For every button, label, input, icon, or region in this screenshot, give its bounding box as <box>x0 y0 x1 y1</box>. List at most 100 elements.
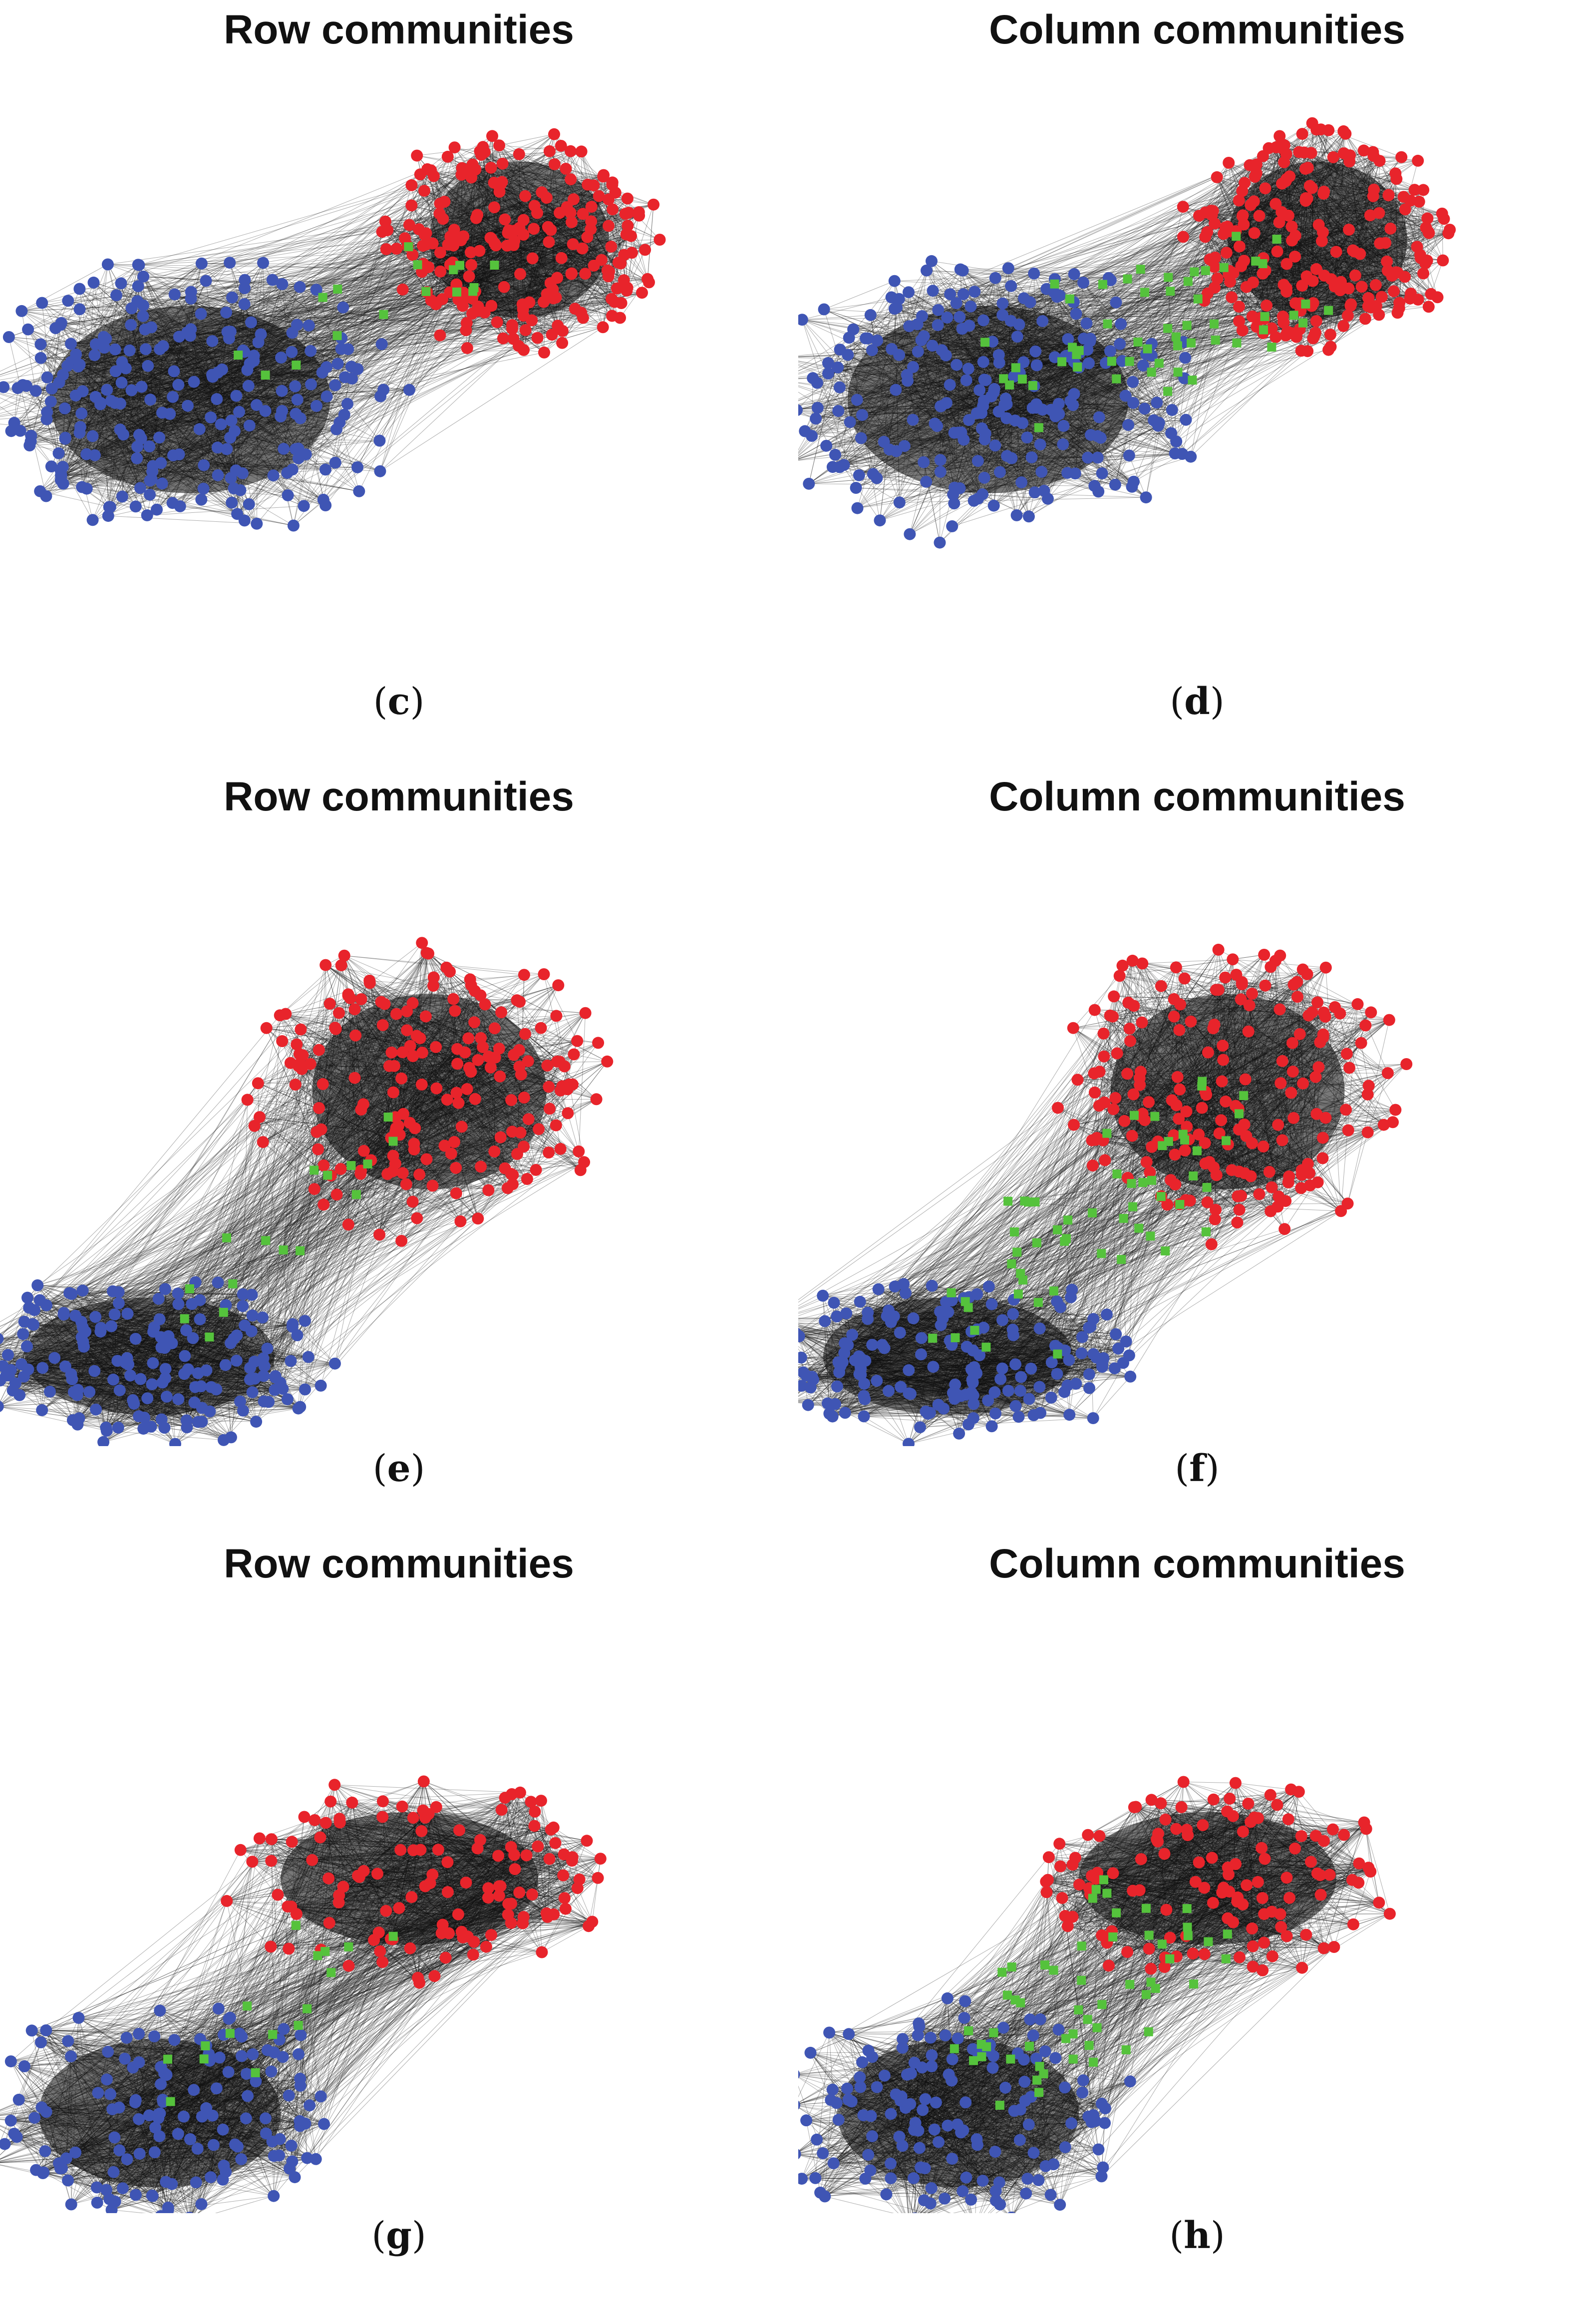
edge-within-blue <box>1008 268 1074 275</box>
node-community-b <box>131 452 143 464</box>
node-community-a <box>567 238 579 250</box>
node-community-a <box>548 128 560 140</box>
edge-between-communities <box>107 264 403 290</box>
edge-within-blue <box>1115 402 1134 485</box>
node-community-b <box>286 346 298 358</box>
node-community-b <box>115 277 127 290</box>
edge-within-blue <box>55 288 245 329</box>
node-community-a <box>531 332 544 344</box>
node-community-a <box>556 337 569 349</box>
edge-between-communities <box>8 154 519 338</box>
node-community-b <box>153 431 166 444</box>
edge-within-blue <box>30 441 150 495</box>
node-community-a <box>577 312 589 324</box>
node-community-b <box>167 390 179 403</box>
node-community-a <box>605 240 618 253</box>
node-community-a <box>542 221 554 233</box>
node-community-b <box>292 452 305 464</box>
edge-within-blue <box>1008 268 1116 303</box>
node-community-a <box>552 320 564 332</box>
node-community-b <box>123 344 136 357</box>
edge-between-communities <box>380 327 603 472</box>
node-community-b <box>133 259 145 271</box>
edge-within-blue <box>3 344 71 387</box>
edge-within-blue <box>1083 282 1121 325</box>
node-community-a <box>417 240 429 252</box>
node-community-b <box>134 482 146 494</box>
node-community-a <box>576 242 589 255</box>
panel-d: Column communities (d) <box>798 0 1596 767</box>
edge-within-red <box>562 234 627 344</box>
edge-between-communities <box>40 167 491 345</box>
node-community-a <box>565 268 578 280</box>
node-community-b <box>278 442 290 455</box>
edge-within-blue <box>952 453 1183 527</box>
edge-within-blue <box>147 505 304 516</box>
node-community-a <box>422 261 435 274</box>
edge-within-blue <box>931 261 975 292</box>
edge-within-blue <box>47 289 80 378</box>
edge-overlap <box>304 291 473 506</box>
node-community-a <box>519 324 532 337</box>
node-community-a <box>461 342 473 355</box>
node-community-b <box>317 493 329 506</box>
edge-between-communities <box>351 298 473 379</box>
edge-within-blue <box>811 410 839 436</box>
edge-within-blue <box>21 264 108 312</box>
node-community-b <box>73 426 86 439</box>
edge-within-blue <box>839 466 900 503</box>
edge-within-blue <box>1102 420 1154 474</box>
node-community-a <box>551 272 564 284</box>
node-community-a <box>434 246 446 259</box>
edge-between-communities <box>293 306 463 526</box>
node-community-b <box>143 440 156 452</box>
node-community-b <box>125 384 138 396</box>
node-community-a <box>620 228 633 241</box>
node-community-b <box>58 402 71 414</box>
node-community-b <box>275 410 287 422</box>
node-community-b <box>229 425 241 437</box>
node-community-a <box>622 220 634 232</box>
node-community-b <box>137 270 150 283</box>
edge-within-blue <box>1008 268 1084 283</box>
node-community-a <box>447 239 460 252</box>
node-community-b <box>88 449 101 461</box>
node-community-b <box>310 399 322 412</box>
edge-within-red <box>499 134 555 146</box>
edge-between-communities <box>300 271 422 288</box>
edge-between-communities <box>281 243 433 358</box>
edge-between-communities <box>55 248 397 329</box>
node-community-b <box>114 423 126 436</box>
edge-overlap <box>244 265 460 521</box>
node-community-b <box>245 316 257 329</box>
edge-within-red <box>472 151 550 165</box>
node-community-b <box>168 288 181 301</box>
edge-within-red <box>603 225 628 328</box>
node-community-b <box>188 376 200 388</box>
network-graph <box>0 128 666 532</box>
edge-within-blue <box>86 488 232 503</box>
edge-within-red <box>411 205 436 305</box>
node-community-b <box>139 343 152 356</box>
node-community-a <box>526 314 538 327</box>
node-community-b <box>341 397 353 410</box>
node-overlap <box>318 293 327 302</box>
edge-within-blue <box>857 487 955 509</box>
node-community-b <box>373 434 386 447</box>
node-community-b <box>331 358 344 370</box>
node-community-b <box>125 302 138 315</box>
node-community-b <box>329 379 341 391</box>
edge-within-blue <box>1115 302 1123 361</box>
node-community-b <box>109 365 122 378</box>
node-community-b <box>294 412 307 424</box>
node-community-b <box>15 305 28 317</box>
node-community-a <box>603 265 616 278</box>
node-community-a <box>486 130 498 142</box>
node-community-b <box>329 456 341 469</box>
node-community-b <box>44 395 57 408</box>
edge-overlap <box>60 246 409 325</box>
node-community-b <box>228 482 240 494</box>
node-community-b <box>168 365 180 378</box>
node-community-a <box>606 293 618 305</box>
node-community-b <box>198 459 210 471</box>
